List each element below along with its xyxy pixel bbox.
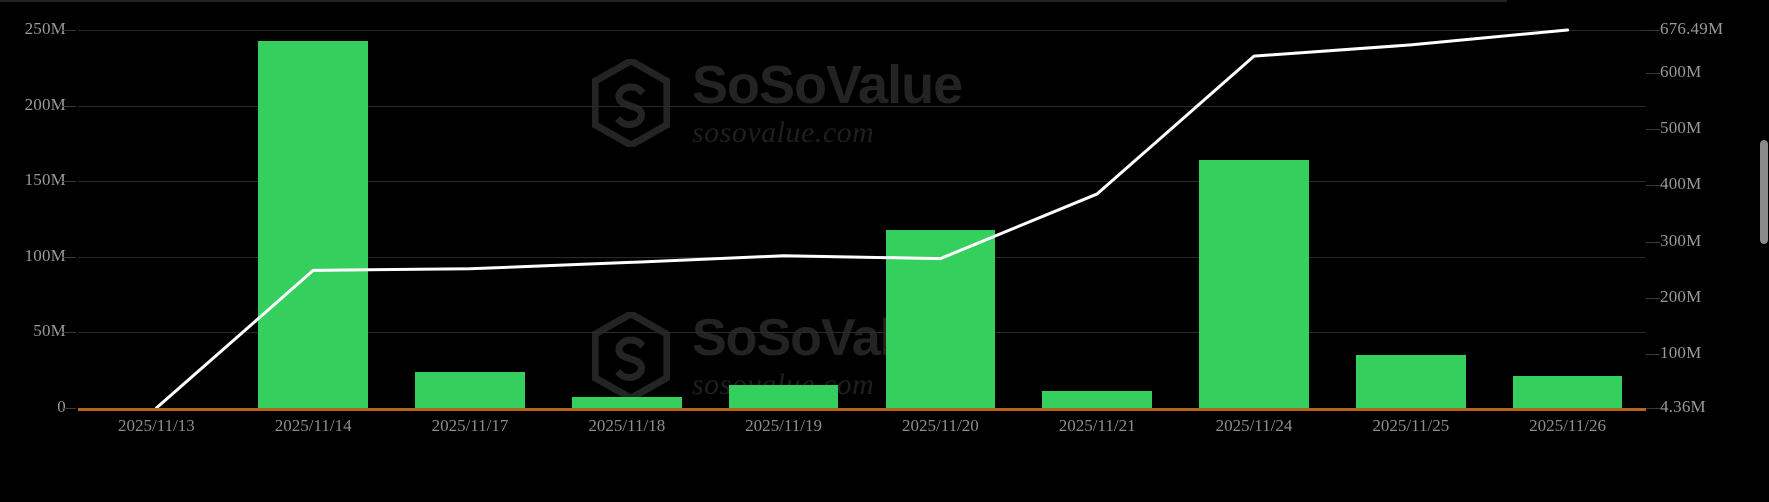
y-axis-left-tickmark bbox=[62, 181, 76, 183]
bar-series bbox=[78, 0, 1646, 409]
bar[interactable] bbox=[1355, 355, 1466, 408]
bar[interactable] bbox=[1199, 160, 1309, 408]
y-axis-left-tickmark bbox=[62, 408, 76, 409]
y-axis-left-tick: 150M bbox=[24, 170, 66, 190]
y-axis-right-tick: 400M bbox=[1660, 174, 1702, 194]
x-axis-tick: 2025/11/13 bbox=[117, 416, 195, 435]
y-axis-right-tickmark bbox=[1646, 354, 1660, 356]
y-axis-right-tickmark bbox=[1646, 241, 1660, 243]
y-axis-left-tick: 100M bbox=[24, 245, 66, 265]
y-axis-right-tickmark bbox=[1646, 297, 1660, 299]
y-axis-right-tick: 600M bbox=[1660, 62, 1702, 82]
x-axis-tick: 2025/11/24 bbox=[1215, 416, 1293, 435]
y-axis-right-tickmark bbox=[1646, 30, 1660, 31]
x-axis-tick: 2025/11/20 bbox=[901, 416, 979, 435]
y-axis-left-tick: 250M bbox=[24, 19, 66, 38]
y-axis-right-tickmark bbox=[1646, 185, 1660, 187]
y-axis-right-tickmark bbox=[1646, 73, 1660, 75]
bar[interactable] bbox=[885, 229, 996, 408]
y-axis-left-tickmark bbox=[62, 332, 76, 334]
y-axis-right-tick: 200M bbox=[1660, 286, 1702, 306]
y-axis-right-tick: 4.36M bbox=[1660, 397, 1706, 416]
y-axis-left-tickmark bbox=[62, 256, 76, 258]
y-axis-right-tick: 300M bbox=[1660, 230, 1702, 250]
y-axis-left-tick: 200M bbox=[24, 94, 66, 114]
x-axis-tick: 2025/11/14 bbox=[274, 416, 352, 435]
y-axis-right-tick: 100M bbox=[1660, 343, 1702, 363]
y-axis-left-tick: 0 bbox=[57, 397, 66, 416]
x-axis-tick: 2025/11/19 bbox=[745, 416, 823, 435]
bar[interactable] bbox=[415, 371, 525, 408]
top-divider bbox=[0, 0, 1507, 2]
bar[interactable] bbox=[258, 41, 369, 408]
x-axis-tick: 2025/11/26 bbox=[1529, 416, 1607, 435]
y-axis-right-tickmark bbox=[1646, 129, 1660, 131]
y-axis-right-tick: 500M bbox=[1660, 118, 1702, 138]
scrollbar-thumb[interactable] bbox=[1760, 140, 1768, 244]
bar[interactable] bbox=[1512, 375, 1623, 408]
bar[interactable] bbox=[728, 385, 839, 408]
x-axis-tick: 2025/11/21 bbox=[1058, 416, 1136, 435]
x-axis-baseline bbox=[78, 408, 1646, 411]
y-axis-right-tickmark bbox=[1646, 408, 1660, 409]
y-axis-right-tick: 676.49M bbox=[1660, 19, 1724, 38]
vertical-scrollbar[interactable] bbox=[1760, 0, 1769, 502]
y-axis-left-tick: 50M bbox=[33, 321, 66, 341]
x-axis-tick: 2025/11/18 bbox=[588, 416, 666, 435]
bar[interactable] bbox=[1042, 391, 1153, 408]
y-axis-left-tickmark bbox=[62, 105, 76, 107]
bar[interactable] bbox=[571, 396, 682, 408]
x-axis-tick: 2025/11/17 bbox=[431, 416, 509, 435]
y-axis-left-tickmark bbox=[62, 30, 76, 31]
x-axis-tick: 2025/11/25 bbox=[1372, 416, 1450, 435]
